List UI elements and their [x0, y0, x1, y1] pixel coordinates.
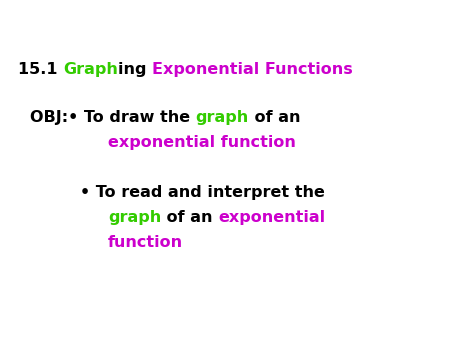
Text: exponential: exponential — [218, 210, 325, 225]
Text: ing: ing — [118, 62, 152, 77]
Text: exponential function: exponential function — [108, 135, 296, 150]
Text: 15.1: 15.1 — [18, 62, 63, 77]
Text: Graph: Graph — [63, 62, 118, 77]
Text: of an: of an — [161, 210, 218, 225]
Text: of an: of an — [249, 110, 301, 125]
Text: function: function — [108, 235, 183, 250]
Text: graph: graph — [196, 110, 249, 125]
Text: OBJ:• To draw the: OBJ:• To draw the — [30, 110, 196, 125]
Text: • To read and interpret the: • To read and interpret the — [80, 185, 325, 200]
Text: Exponential Functions: Exponential Functions — [152, 62, 353, 77]
Text: graph: graph — [108, 210, 161, 225]
